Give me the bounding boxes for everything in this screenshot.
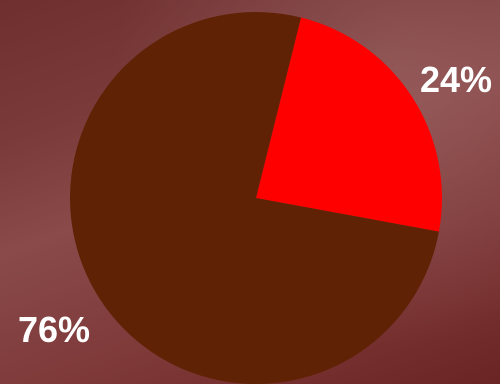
pie-slice-76 <box>70 12 439 384</box>
pie-slice-24 <box>256 17 442 232</box>
slice-label-24: 24% <box>420 59 492 100</box>
slice-label-76: 76% <box>18 309 90 350</box>
